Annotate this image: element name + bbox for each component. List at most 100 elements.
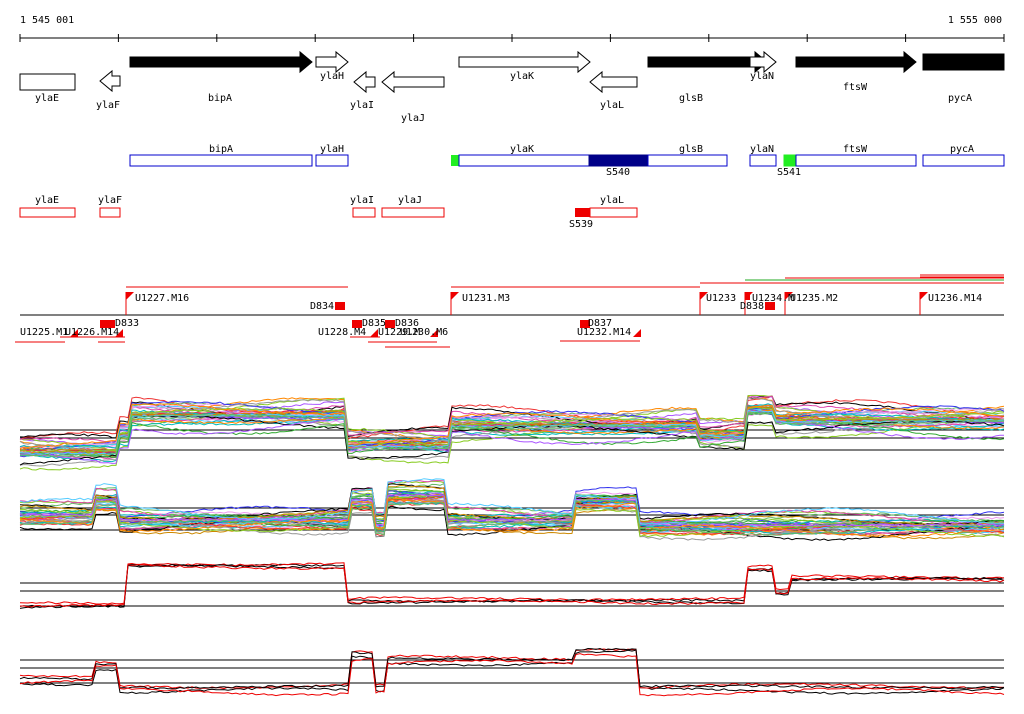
gene-arrow	[647, 50, 768, 74]
flag	[920, 292, 928, 300]
flag	[70, 329, 78, 337]
ruler-end: 1 555 000	[948, 15, 1002, 26]
gene-arrow	[922, 53, 1005, 71]
segment-label: D834	[310, 301, 334, 312]
flag	[451, 292, 459, 300]
operon	[588, 154, 649, 167]
operon-label: ylaH	[320, 144, 344, 155]
segment-label: U1230.M6	[400, 327, 448, 338]
operon	[129, 154, 313, 167]
gene-label: glsB	[679, 93, 703, 104]
gene-label: ylaK	[510, 71, 534, 82]
expression-trace	[19, 563, 1005, 608]
red-label: ylaF	[98, 195, 122, 206]
red-box	[99, 207, 121, 218]
operon	[315, 154, 349, 167]
gene-arrow	[795, 50, 917, 74]
red-label: ylaI	[350, 195, 374, 206]
operon	[922, 154, 1005, 167]
segment-box	[745, 294, 750, 300]
expression-trace	[19, 647, 1005, 690]
gene-arrow	[381, 70, 445, 94]
flag	[115, 329, 123, 337]
flag	[370, 329, 378, 337]
expression-trace	[19, 412, 1005, 457]
gene-label: ylaI	[350, 100, 374, 111]
segment-label: U1226.M14	[65, 327, 119, 338]
gene-label: bipA	[208, 93, 232, 104]
segment-label: U1228.M4	[318, 327, 366, 338]
red-label: ylaJ	[398, 195, 422, 206]
operon-label: bipA	[209, 144, 233, 155]
expression-trace	[19, 649, 1005, 695]
flag	[430, 329, 438, 337]
gene-label: ylaE	[35, 93, 59, 104]
expression-trace	[19, 406, 1005, 453]
operon-label: ftsW	[843, 144, 868, 155]
red-box	[19, 207, 76, 218]
gene-label: pycA	[948, 93, 972, 104]
expression-trace	[19, 403, 1005, 450]
gene-arrow	[353, 70, 376, 94]
gene-arrow	[589, 70, 638, 94]
expression-trace	[19, 497, 1005, 538]
segment-label: U1231.M3	[462, 293, 510, 304]
segment-label: U1232.M14	[577, 327, 631, 338]
operon-start	[451, 155, 459, 166]
expression-trace	[19, 499, 1005, 536]
operon-label: pycA	[950, 144, 974, 155]
expression-trace	[19, 410, 1005, 464]
operon-label: S540	[606, 167, 630, 178]
gene-arrow	[99, 69, 121, 93]
gene-arrow	[458, 50, 591, 74]
flag	[700, 292, 708, 300]
red-label: ylaL	[600, 195, 624, 206]
gene-label: ylaF	[96, 100, 120, 111]
segment-label: U1235.M2	[790, 293, 838, 304]
segment-box	[765, 302, 775, 310]
red-fill	[575, 208, 590, 217]
gene-label: ylaH	[320, 71, 344, 82]
gene-label: ylaN	[750, 71, 774, 82]
segment-box	[580, 320, 590, 328]
segment-label: D836	[395, 318, 419, 329]
operon-label: ylaN	[750, 144, 774, 155]
flag	[126, 292, 134, 300]
segment-label: U1227.M16	[135, 293, 189, 304]
flag	[785, 292, 793, 300]
segment-label: D837	[588, 318, 612, 329]
operon	[783, 154, 797, 167]
expression-trace	[19, 480, 1005, 526]
operon-label: S541	[777, 167, 801, 178]
segment-label: D835	[362, 318, 386, 329]
red-label: S539	[569, 219, 593, 230]
gene-arrow	[749, 50, 777, 74]
segment-box	[100, 320, 115, 328]
red-box	[352, 207, 376, 218]
segment-box	[385, 320, 395, 328]
operon	[749, 154, 777, 167]
operon-label: ylaK	[510, 144, 534, 155]
ruler-start: 1 545 001	[20, 15, 74, 26]
operon-label: glsB	[679, 144, 703, 155]
expression-trace	[19, 406, 1005, 453]
segment-label: D838	[740, 301, 764, 312]
operon	[458, 154, 590, 167]
expression-trace	[19, 478, 1005, 525]
expression-trace	[19, 653, 1005, 697]
red-label: ylaE	[35, 195, 59, 206]
segment-label: U1233	[706, 293, 736, 304]
segment-box	[335, 302, 345, 310]
gene-label: ylaL	[600, 100, 624, 111]
gene-arrow	[129, 50, 313, 74]
segment-box	[352, 320, 362, 328]
segment-label: U1236.M14	[928, 293, 982, 304]
segment-label: U1229.M	[378, 327, 420, 338]
segment-label: U1225.M1	[20, 327, 68, 338]
gene-label: ftsW	[843, 82, 868, 93]
flag	[633, 329, 641, 337]
expression-trace	[19, 411, 1005, 458]
gene-arrow	[19, 73, 76, 91]
gene-label: ylaJ	[401, 113, 425, 124]
